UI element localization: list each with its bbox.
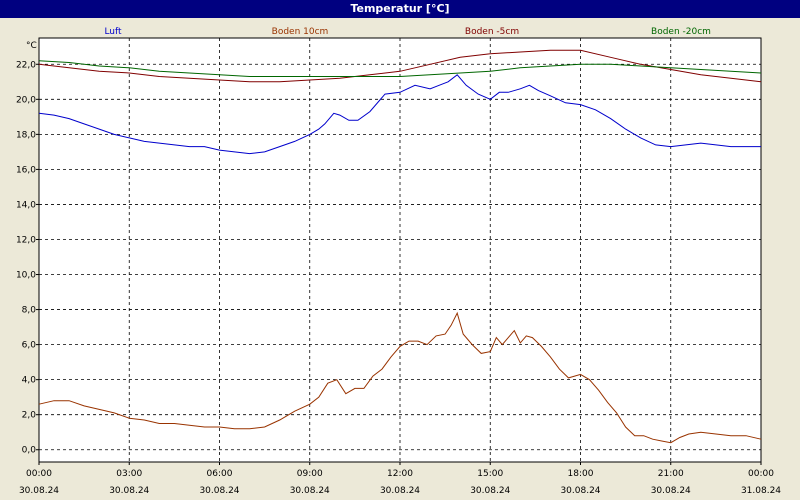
y-tick-label: 20,0 (16, 95, 36, 105)
x-tick-time-label: 00:00 (26, 469, 52, 479)
x-tick-time-label: 06:00 (207, 469, 233, 479)
y-tick-label: 16,0 (16, 165, 36, 175)
x-tick-time-label: 03:00 (116, 469, 142, 479)
y-tick-label: 22,0 (16, 60, 36, 70)
legend-entry: Boden -20cm (651, 27, 711, 37)
x-tick-date-label: 30.08.24 (651, 486, 691, 496)
chart-title: Temperatur [°C] (350, 2, 450, 15)
temperature-chart: 0,0 2,0 4,0 6,0 8,0 10,0 12,0 14,0 16,0 18,0 20,0 2… (16, 27, 781, 496)
legend-entry: Boden 10cm (272, 27, 329, 37)
legend-entry: Boden -5cm (465, 27, 519, 37)
x-tick-time-label: 12:00 (387, 469, 413, 479)
y-tick-label: 12,0 (16, 235, 36, 245)
x-tick-date-label: 30.08.24 (470, 486, 510, 496)
x-tick-date-label: 30.08.24 (109, 486, 149, 496)
grid-lines (39, 38, 761, 462)
x-tick-time-label: 09:00 (297, 469, 323, 479)
y-tick-label: 18,0 (16, 130, 36, 140)
legend: Luft Boden 10cm Boden -5cm Boden -20cm (104, 27, 711, 37)
x-tick-date-label: 30.08.24 (560, 486, 600, 496)
x-tick-date-label: 30.08.24 (199, 486, 239, 496)
y-axis-unit-label: °C (26, 41, 37, 51)
x-tick-time-label: 21:00 (658, 469, 684, 479)
x-tick-time-label: 00:00 (748, 469, 774, 479)
legend-entry: Luft (104, 27, 122, 37)
chart-title-bar: Temperatur [°C] (0, 0, 800, 18)
y-tick-label: 8,0 (22, 306, 37, 316)
y-tick-label: 2,0 (22, 411, 37, 421)
x-tick-time-label: 18:00 (568, 469, 594, 479)
data-series (38, 49, 762, 444)
y-tick-label: 10,0 (16, 271, 36, 281)
series-line-3 (38, 60, 762, 77)
x-tick-date-label: 30.08.24 (380, 486, 420, 496)
y-tick-label: 14,0 (16, 200, 36, 210)
y-tick-label: 0,0 (22, 446, 37, 456)
series-line-2 (38, 49, 762, 83)
series-line-1 (38, 311, 762, 444)
x-tick-date-label: 31.08.24 (741, 486, 781, 496)
x-tick-date-label: 30.08.24 (19, 486, 59, 496)
x-tick-date-label: 30.08.24 (290, 486, 330, 496)
x-tick-time-label: 15:00 (477, 469, 503, 479)
y-tick-label: 4,0 (22, 376, 37, 386)
series-line-0 (38, 74, 761, 155)
y-tick-label: 6,0 (22, 341, 37, 351)
axes: 0,0 2,0 4,0 6,0 8,0 10,0 12,0 14,0 16,0 18,0 20,0 2… (16, 60, 781, 496)
